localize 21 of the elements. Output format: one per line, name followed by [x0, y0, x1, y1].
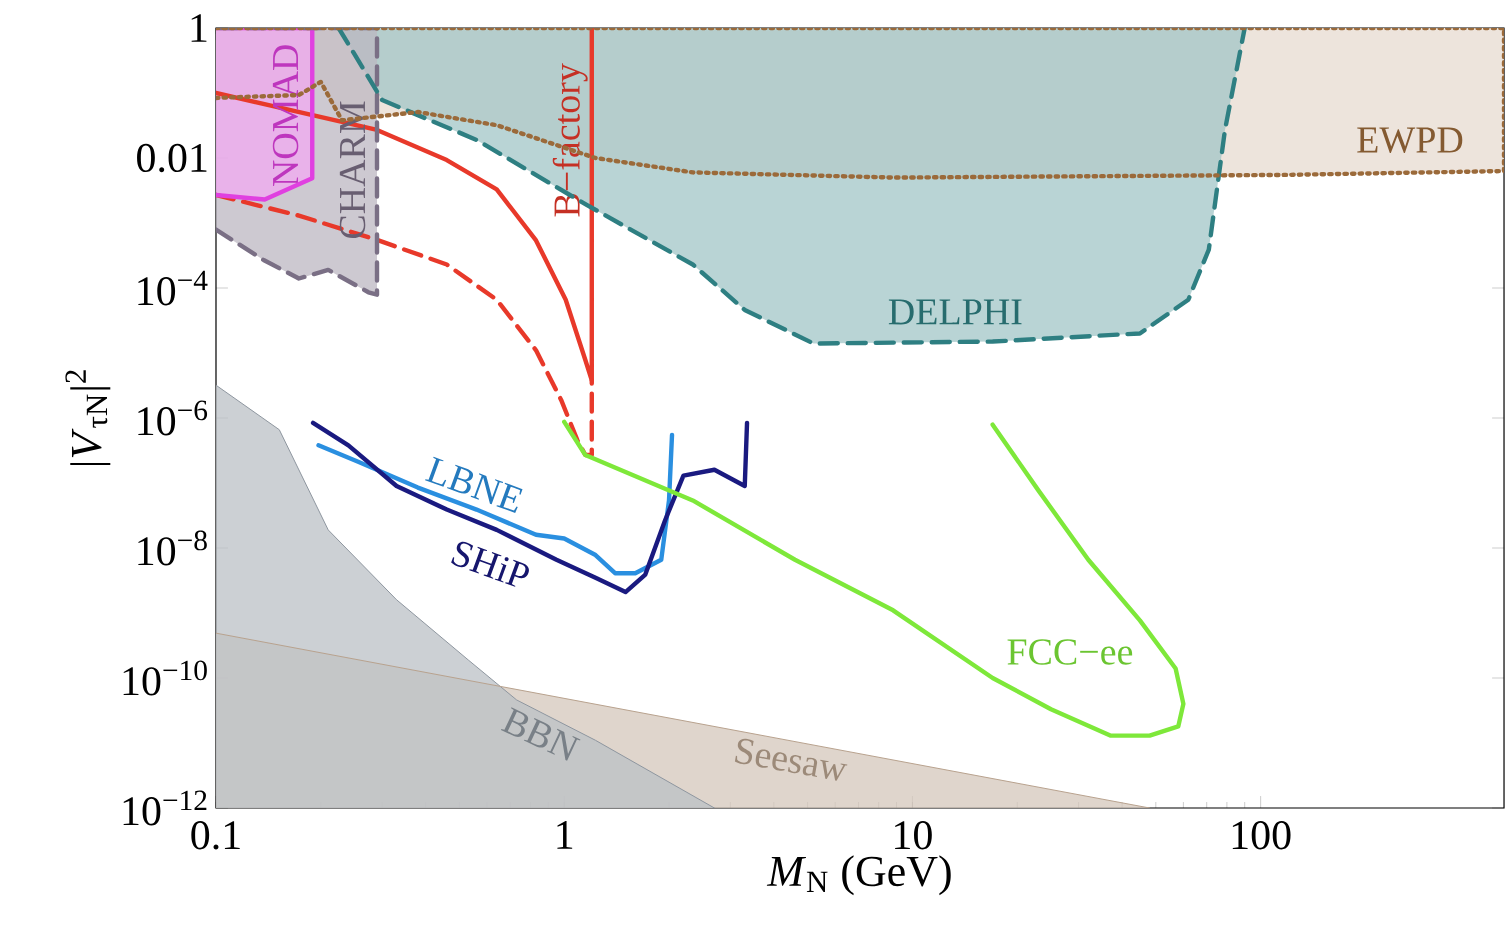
x-tick-label: 10 — [895, 821, 932, 850]
annotation: LBNE — [425, 456, 523, 513]
y-tick-label: 0.01 — [137, 143, 207, 173]
y-tick-label: 10$^{−6}$ — [138, 400, 208, 436]
annotation: DELPHI — [888, 299, 1022, 325]
annotation: SHiP — [451, 541, 529, 587]
annotation: CHARM — [339, 101, 366, 239]
y-tick-label: 10$^{−10}$ — [123, 660, 207, 696]
annotation: B−factory — [552, 63, 588, 217]
y-tick-label: 1 — [191, 14, 207, 42]
annotation: EWPD — [1357, 127, 1463, 154]
x-tick-label: 1 — [557, 821, 573, 849]
annotation: FCC−ee — [1007, 639, 1133, 665]
x-tick-label: 100 — [1232, 821, 1291, 850]
y-tick-label: 10$^{−4}$ — [138, 270, 208, 306]
annotation: BBN — [500, 707, 581, 761]
y-axis-title: |V$_{τN}$|$^{2}$ — [65, 370, 111, 466]
annotation: Seesaw — [734, 738, 848, 781]
x-axis-title: M$_{N}$ (GeV) — [766, 855, 951, 896]
y-tick-label: 10$^{−8}$ — [138, 530, 207, 566]
annotation: NOMAD — [272, 45, 299, 187]
